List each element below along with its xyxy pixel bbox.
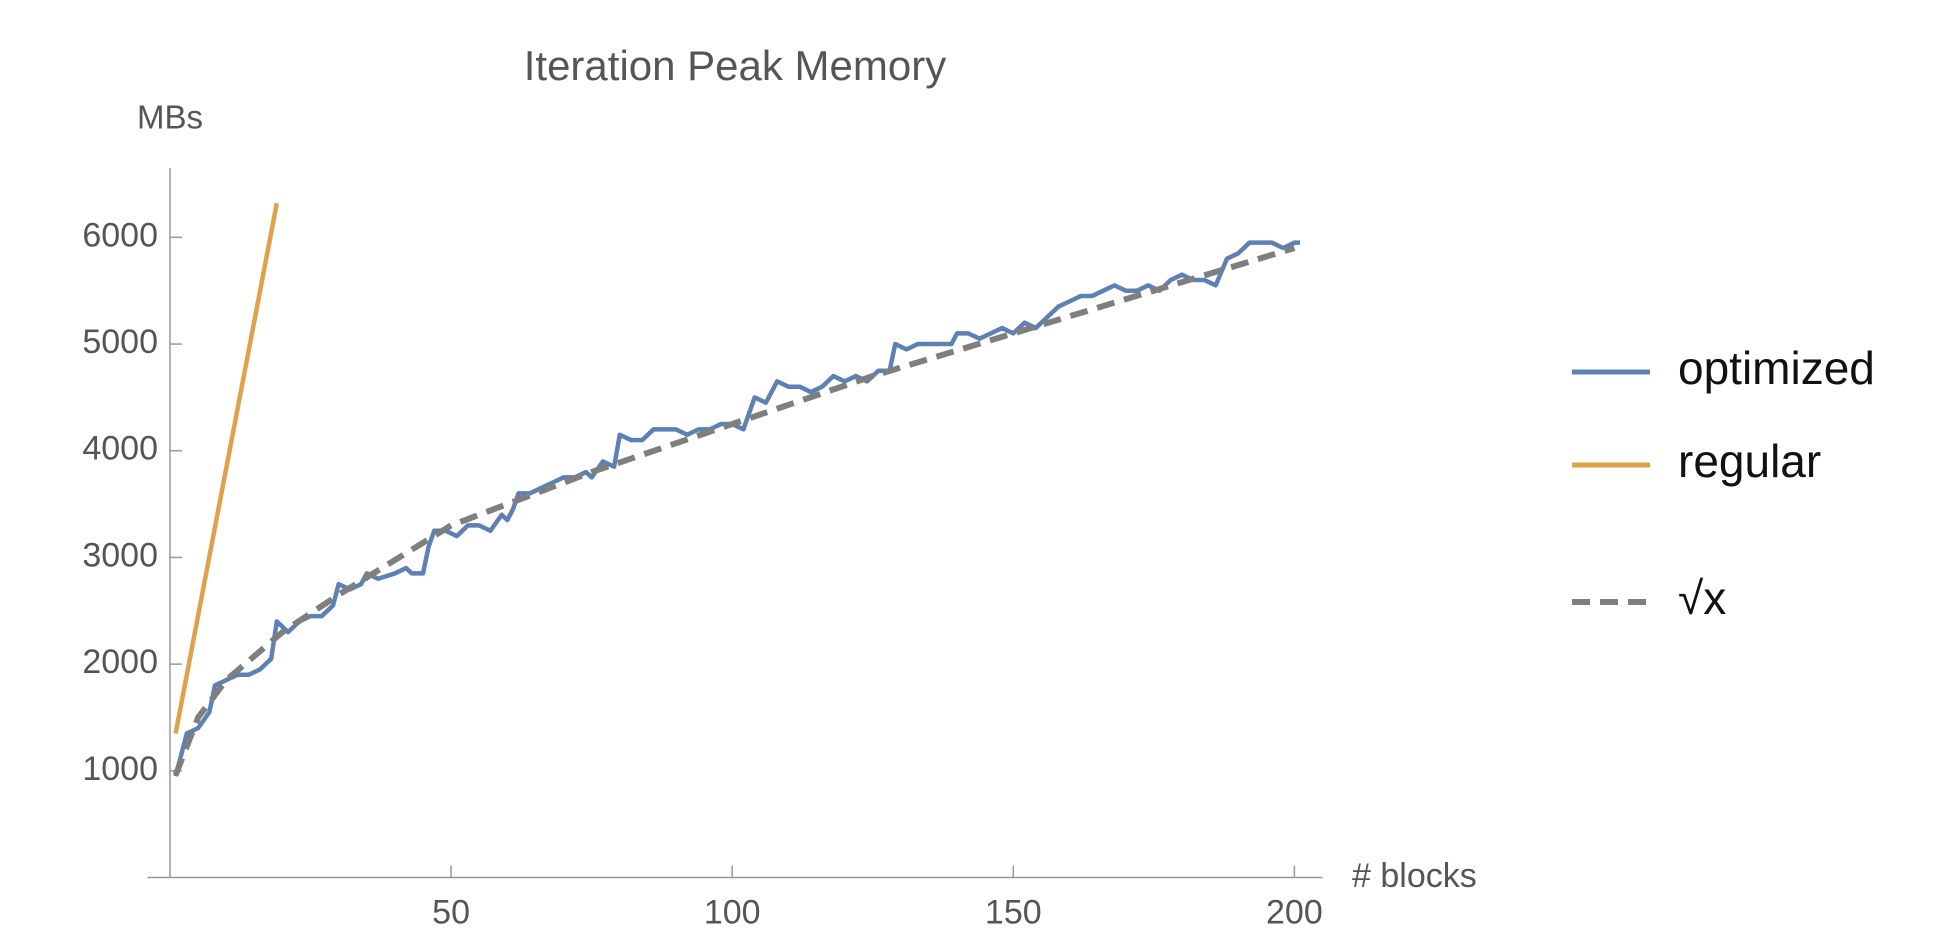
x-tick-label: 200 (1266, 893, 1323, 931)
x-tick-label: 50 (432, 893, 470, 931)
x-axis-label: # blocks (1352, 857, 1477, 895)
data-line (173, 240, 1301, 777)
chart-title: Iteration Peak Memory (524, 42, 947, 89)
y-tick-label: 3000 (82, 536, 158, 574)
y-tick-label: 5000 (82, 323, 158, 361)
data-line (172, 245, 1296, 777)
legend-label: √x (1678, 572, 1726, 624)
y-tick-label: 2000 (82, 643, 158, 681)
legend-label: optimized (1678, 342, 1875, 394)
legend-label: regular (1678, 435, 1821, 487)
y-axis-label: MBs (137, 99, 203, 136)
x-tick-label: 100 (704, 893, 761, 931)
x-tick-label: 150 (985, 893, 1042, 931)
data-line (173, 202, 280, 734)
y-tick-label: 4000 (82, 430, 158, 468)
y-tick-label: 6000 (82, 216, 158, 254)
y-tick-label: 1000 (82, 750, 158, 788)
